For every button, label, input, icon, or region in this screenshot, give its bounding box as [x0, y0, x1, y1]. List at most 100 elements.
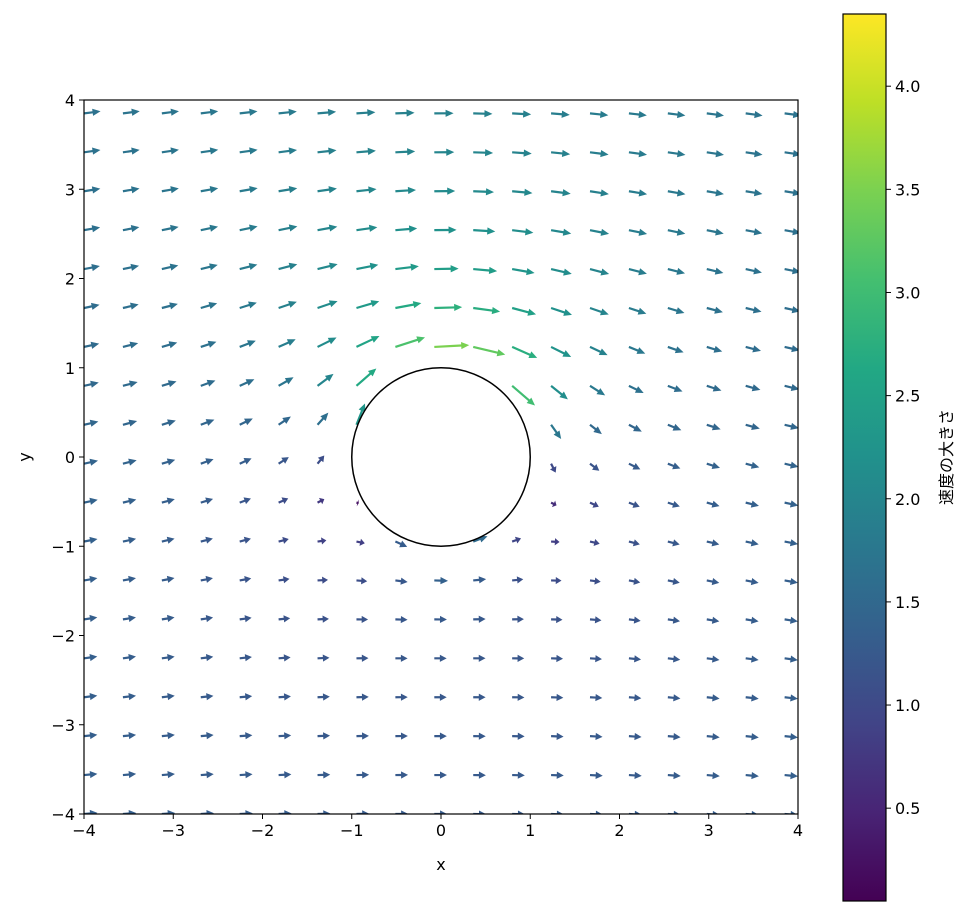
quiver-arrow — [550, 384, 568, 400]
quiver-arrow — [551, 732, 564, 740]
quiver-arrow — [200, 147, 219, 155]
x-tick-label: 2 — [614, 821, 624, 840]
quiver-arrow — [122, 692, 137, 701]
quiver-arrow — [628, 539, 640, 547]
quiver-arrow — [395, 186, 417, 195]
quiver-arrow — [667, 462, 681, 470]
quiver-arrow — [161, 186, 179, 194]
quiver-arrow — [473, 654, 486, 662]
quiver-arrow — [745, 384, 761, 392]
quiver-arrow — [200, 224, 219, 232]
x-axis-label: x — [436, 855, 445, 874]
quiver-arrow — [706, 733, 720, 741]
quiver-arrow — [317, 337, 337, 348]
quiver-arrow — [317, 693, 330, 701]
quiver-arrow — [200, 693, 214, 701]
quiver-arrow — [589, 693, 603, 702]
colorbar-label: 速度の大きさ — [937, 409, 956, 505]
x-axis-ticks: −4 −3 −2 −1 0 1 2 3 4 — [72, 814, 803, 840]
quiver-arrow — [706, 345, 723, 353]
quiver-arrow — [784, 228, 798, 236]
quiver-arrow — [317, 497, 325, 505]
quiver-arrow — [278, 732, 292, 740]
quiver-arrow — [84, 536, 98, 544]
quiver-arrow — [784, 267, 798, 275]
quiver-arrow — [667, 110, 686, 119]
quiver-arrow — [434, 771, 447, 779]
quiver-arrow — [278, 262, 298, 271]
quiver-arrow — [589, 771, 603, 779]
quiver-arrow — [745, 577, 759, 586]
quiver-arrow — [434, 654, 447, 662]
quiver-arrow — [317, 576, 328, 584]
quiver-arrow — [84, 614, 98, 623]
quiver-arrow — [628, 771, 642, 780]
quiver-arrow — [473, 576, 487, 584]
quiver-arrow — [512, 654, 525, 662]
quiver-arrow — [317, 186, 337, 194]
quiver-arrow — [122, 380, 138, 388]
quiver-arrow — [745, 228, 763, 236]
quiver-arrow — [317, 147, 337, 155]
quiver-arrow — [200, 654, 214, 662]
quiver-arrow — [277, 416, 291, 426]
quiver-arrow — [745, 616, 759, 624]
quiver-arrow — [550, 149, 571, 158]
quiver-arrow — [745, 539, 759, 547]
quiver-arrow — [395, 771, 409, 779]
quiver-arrow — [628, 150, 648, 158]
quiver-arrow — [278, 339, 296, 348]
quiver-arrow — [355, 368, 377, 387]
quiver-arrow — [706, 228, 724, 236]
quiver-arrow — [589, 268, 610, 276]
quiver-arrow — [628, 110, 647, 119]
y-axis-label: y — [15, 452, 34, 461]
colorbar — [842, 13, 887, 902]
quiver-arrow — [784, 110, 798, 119]
quiver-arrow — [161, 147, 179, 155]
quiver-arrow — [551, 615, 563, 624]
quiver-arrow — [628, 268, 647, 276]
y-tick-label: 3 — [65, 180, 75, 199]
quiver-arrow — [589, 655, 602, 663]
quiver-arrow — [706, 694, 720, 702]
quiver-arrow — [706, 500, 720, 508]
x-tick-label: −4 — [72, 821, 96, 840]
quiver-arrow — [317, 654, 330, 662]
quiver-arrow — [200, 536, 213, 544]
quiver-arrow — [84, 692, 98, 701]
colorbar-tick-label: 1.0 — [895, 696, 920, 715]
quiver-arrow — [784, 539, 798, 547]
quiver-arrow — [745, 694, 759, 702]
quiver-arrow — [84, 497, 98, 505]
quiver-arrow — [317, 262, 338, 271]
cylinder-obstacle — [351, 367, 531, 547]
quiver-arrow — [317, 615, 329, 623]
quiver-arrow — [317, 108, 337, 117]
quiver-arrow — [784, 422, 798, 430]
quiver-arrow — [200, 771, 214, 779]
quiver-arrow — [395, 263, 419, 271]
quiver-arrow — [512, 693, 525, 701]
quiver-arrow — [511, 345, 538, 359]
quiver-arrow — [239, 536, 251, 544]
quiver-arrow — [628, 189, 648, 197]
quiver-arrow — [667, 733, 681, 741]
quiver-arrow — [667, 150, 686, 158]
quiver-arrow — [784, 149, 798, 158]
quiver-arrow — [317, 537, 327, 545]
quiver-arrow — [317, 732, 331, 740]
quiver-arrow — [161, 693, 175, 701]
quiver-arrow — [239, 147, 258, 155]
quiver-arrow — [472, 535, 488, 543]
quiver-arrow — [122, 419, 138, 427]
quiver-arrow — [395, 148, 416, 156]
quiver-arrow — [395, 109, 415, 117]
quiver-arrow — [161, 380, 177, 388]
quiver-arrow — [473, 615, 486, 623]
quiver-arrow — [550, 268, 572, 276]
quiver-arrow — [667, 539, 680, 547]
quiver-arrow — [434, 341, 470, 350]
quiver-arrow — [706, 423, 721, 431]
